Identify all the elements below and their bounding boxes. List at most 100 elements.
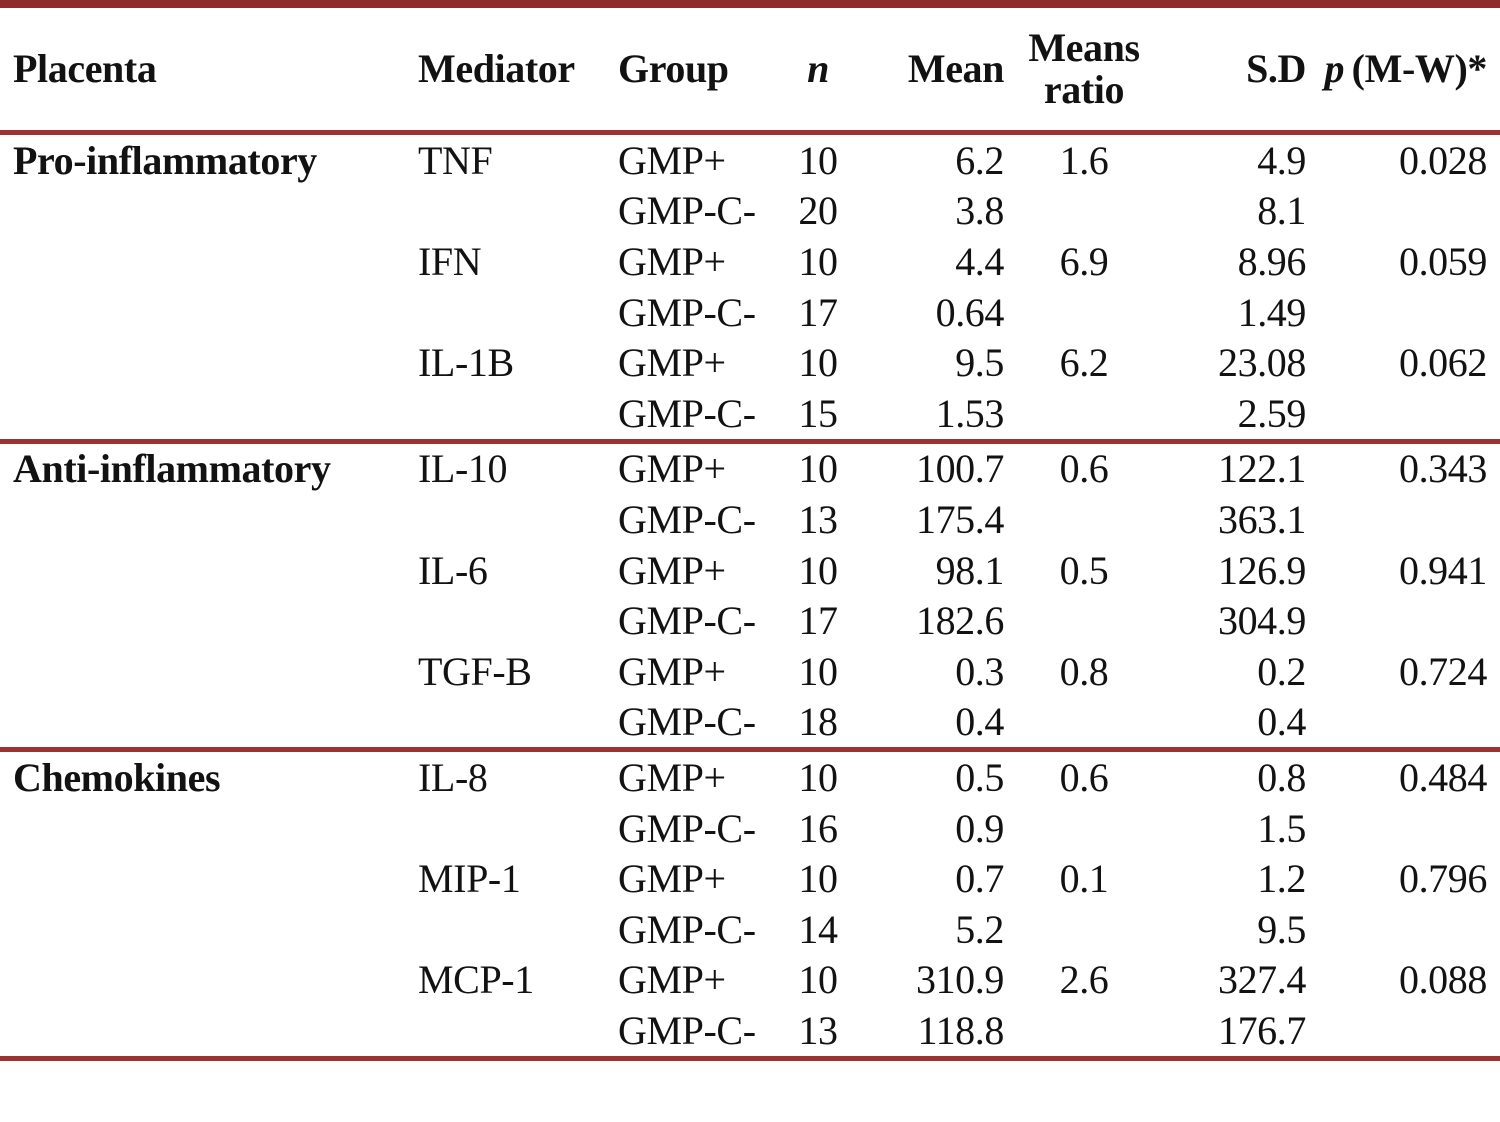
cell-group: GMP+ xyxy=(618,957,726,1003)
cell-sd: 0.8 xyxy=(1257,754,1306,800)
cell-n: 10 xyxy=(798,856,838,902)
table-row: GMP-C- 17 0.64 1.49 xyxy=(0,287,1500,338)
cell-means-ratio: 0.6 xyxy=(1059,754,1109,800)
cell-mediator: IL-1B xyxy=(418,340,514,386)
cell-group: GMP-C- xyxy=(618,496,756,542)
section-divider-rule xyxy=(0,747,1500,753)
cell-sd: 23.08 xyxy=(1217,340,1306,386)
cell-group: GMP-C- xyxy=(618,699,756,745)
cell-sd: 363.1 xyxy=(1217,496,1306,542)
cell-p: 0.088 xyxy=(1398,957,1487,1003)
means-ratio-line1: Means xyxy=(1028,25,1140,70)
header-bottom-rule xyxy=(0,130,1500,135)
cell-p: 0.028 xyxy=(1398,137,1487,183)
cell-mean: 118.8 xyxy=(917,1007,1004,1053)
column-header-p-mw: p (M-W)* xyxy=(1310,48,1495,90)
cell-means-ratio: 6.2 xyxy=(1059,340,1109,386)
cell-n: 16 xyxy=(798,805,838,851)
cell-means-ratio: 0.5 xyxy=(1059,547,1109,593)
table-row: GMP-C- 13 175.4 363.1 xyxy=(0,494,1500,545)
cell-n: 10 xyxy=(798,754,838,800)
table-row: MCP-1 GMP+ 10 310.9 2.6 327.4 0.088 xyxy=(0,955,1500,1006)
cell-mediator: IL-10 xyxy=(418,446,508,492)
cell-mean: 1.53 xyxy=(935,390,1005,436)
cell-means-ratio: 6.9 xyxy=(1059,238,1109,284)
cell-mean: 0.7 xyxy=(955,856,1004,902)
table-row: IFN GMP+ 10 4.4 6.9 8.96 0.059 xyxy=(0,236,1500,287)
cell-mean: 9.5 xyxy=(955,340,1004,386)
footnote-text: M-W: Mann-Whitney U probability test. xyxy=(62,1118,642,1122)
cell-group: GMP+ xyxy=(618,340,726,386)
cell-mean: 310.9 xyxy=(915,957,1004,1003)
cell-p: 0.796 xyxy=(1398,856,1487,902)
cell-sd: 0.2 xyxy=(1257,648,1306,694)
cell-mean: 98.1 xyxy=(935,547,1005,593)
cell-n: 10 xyxy=(798,340,838,386)
table-row: GMP-C- 17 182.6 304.9 xyxy=(0,595,1500,646)
table-row: GMP-C- 18 0.4 0.4 xyxy=(0,697,1500,748)
cell-group: GMP+ xyxy=(618,238,726,284)
cell-group: GMP-C- xyxy=(618,598,756,644)
cell-group: GMP-C- xyxy=(618,390,756,436)
table-top-rule xyxy=(0,0,1500,8)
footnote-marker: a xyxy=(44,1116,56,1122)
cell-n: 18 xyxy=(798,699,838,745)
cell-n: 14 xyxy=(798,906,838,952)
cell-sd: 327.4 xyxy=(1217,957,1306,1003)
cell-mediator: TNF xyxy=(418,137,493,183)
cell-sd: 8.96 xyxy=(1237,238,1307,284)
cell-p: 0.941 xyxy=(1398,547,1487,593)
cell-group: GMP+ xyxy=(618,547,726,593)
cell-mean: 0.4 xyxy=(955,699,1004,745)
table-row: GMP-C- 13 118.8 176.7 xyxy=(0,1005,1500,1056)
cell-n: 10 xyxy=(798,547,838,593)
cell-means-ratio: 1.6 xyxy=(1059,137,1109,183)
cell-mediator: IL-6 xyxy=(418,547,488,593)
column-header-n: n xyxy=(807,46,829,91)
cell-group: GMP-C- xyxy=(618,289,756,335)
cell-mediator: TGF-B xyxy=(418,648,532,694)
cell-sd: 1.49 xyxy=(1237,289,1307,335)
column-header-sd: S.D xyxy=(1246,46,1306,91)
cell-means-ratio: 0.8 xyxy=(1059,648,1109,694)
section-divider-rule xyxy=(0,438,1500,444)
table-header-row: Placenta Mediator Group n Mean Means rat… xyxy=(0,8,1500,130)
column-header-mediator: Mediator xyxy=(418,46,575,91)
cell-p: 0.062 xyxy=(1398,340,1487,386)
cell-mean: 0.9 xyxy=(955,805,1004,851)
column-header-means-ratio: Means ratio xyxy=(1008,27,1160,111)
cell-group: GMP+ xyxy=(618,754,726,800)
cell-means-ratio: 0.1 xyxy=(1059,856,1109,902)
cell-mediator: MIP-1 xyxy=(418,856,521,902)
table-row: GMP-C- 15 1.53 2.59 xyxy=(0,388,1500,439)
cell-group: GMP-C- xyxy=(618,805,756,851)
cell-n: 10 xyxy=(798,446,838,492)
cell-p: 0.484 xyxy=(1398,754,1487,800)
cell-sd: 176.7 xyxy=(1217,1007,1306,1053)
cell-p: 0.059 xyxy=(1398,238,1487,284)
column-header-placenta: Placenta xyxy=(13,46,157,91)
table-footnote: a M-W: Mann-Whitney U probability test. xyxy=(0,1075,1500,1122)
cell-sd: 2.59 xyxy=(1237,390,1307,436)
cell-mediator: IFN xyxy=(418,238,482,284)
cell-mean: 0.3 xyxy=(955,648,1004,694)
cell-group: GMP-C- xyxy=(618,906,756,952)
column-header-mean: Mean xyxy=(907,46,1005,91)
cell-p: 0.724 xyxy=(1398,648,1487,694)
cell-sd: 9.5 xyxy=(1257,906,1306,952)
cell-n: 10 xyxy=(798,238,838,284)
table-row: IL-6 GMP+ 10 98.1 0.5 126.9 0.941 xyxy=(0,545,1500,596)
cell-mean: 0.64 xyxy=(935,289,1005,335)
cell-sd: 126.9 xyxy=(1217,547,1306,593)
cell-n: 13 xyxy=(798,1007,838,1053)
cell-group: GMP-C- xyxy=(618,188,756,234)
cell-means-ratio: 2.6 xyxy=(1059,957,1109,1003)
cell-sd: 4.9 xyxy=(1257,137,1306,183)
cell-group: GMP+ xyxy=(618,648,726,694)
table-row: GMP-C- 16 0.9 1.5 xyxy=(0,803,1500,854)
table-row: MIP-1 GMP+ 10 0.7 0.1 1.2 0.796 xyxy=(0,853,1500,904)
section-label: Anti-inflammatory xyxy=(13,446,331,492)
table-row: GMP-C- 20 3.8 8.1 xyxy=(0,186,1500,237)
table-bottom-rule xyxy=(0,1055,1500,1061)
cell-mean: 175.4 xyxy=(915,496,1004,542)
